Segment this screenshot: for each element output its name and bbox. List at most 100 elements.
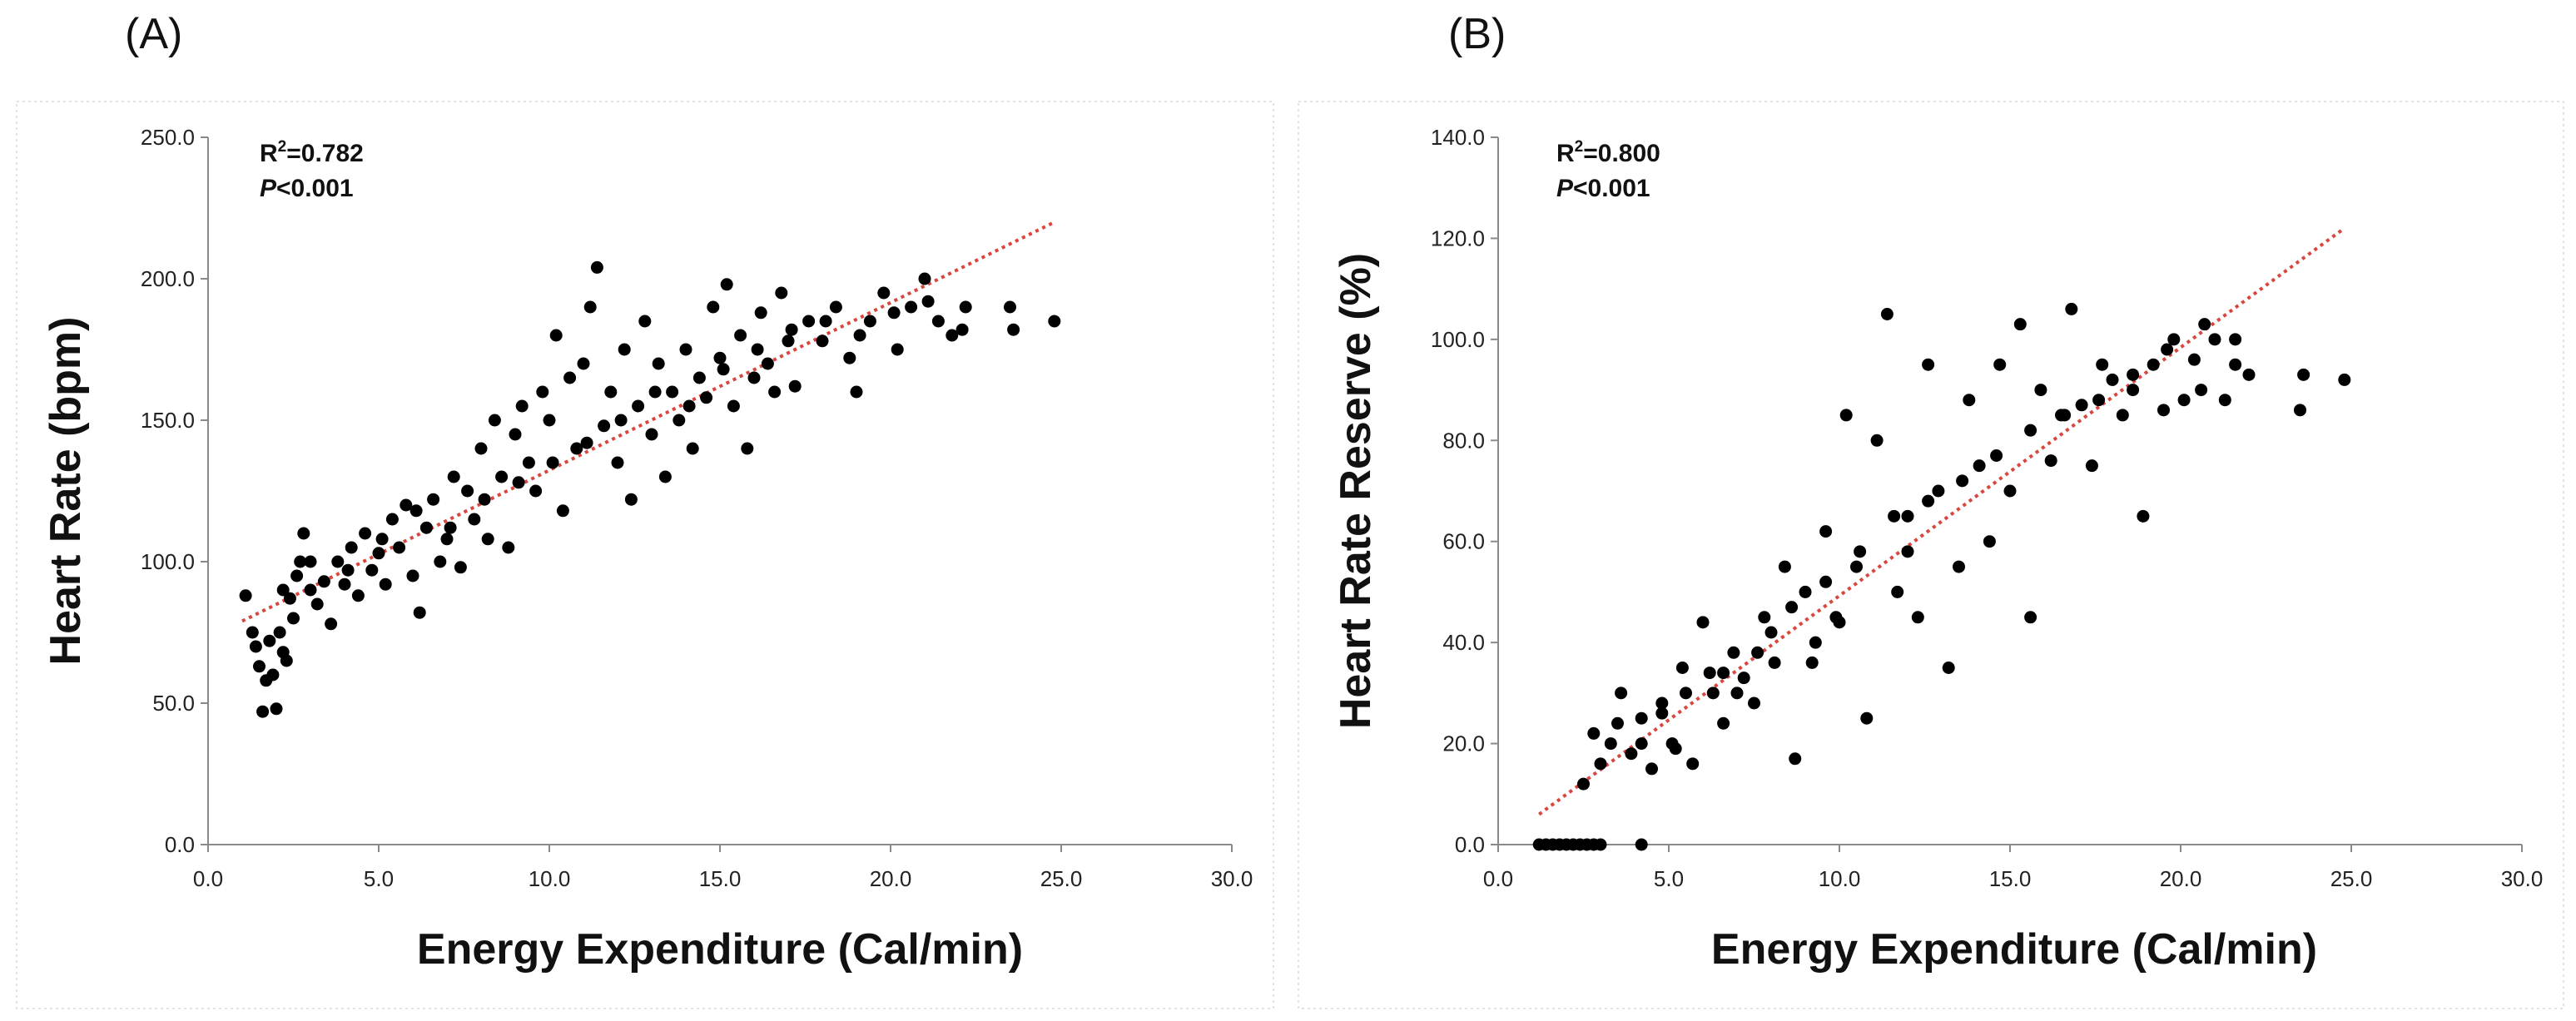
data-point [509,428,522,441]
data-point [802,315,816,328]
data-point [2195,384,2208,397]
data-point [2297,368,2310,381]
data-point [598,419,611,433]
data-point [1956,474,1969,488]
p-letter: P [260,175,277,202]
data-point [905,300,918,314]
data-point [853,329,866,342]
p-value-text: P<0.001 [260,175,354,202]
data-point [1706,686,1720,700]
data-point [819,315,832,328]
data-point [2024,611,2037,624]
data-point [372,547,385,560]
data-point [276,583,290,597]
data-point [1789,752,1802,766]
x-tick-group: 0.0 5.0 10.0 15.0 20.0 25.0 30.0 [1483,845,2543,891]
data-point [1717,716,1730,730]
data-point [583,300,597,314]
x-tick-label: 15.0 [699,866,742,891]
data-points [1532,302,2351,851]
panel-label: (B) [1448,10,1506,58]
data-point [502,541,515,554]
data-point [850,385,863,399]
data-point [2229,333,2242,346]
data-point [1932,484,1945,498]
data-point [2058,409,2072,422]
data-point [652,357,665,370]
data-point [400,498,413,512]
data-point [444,521,457,534]
p-letter: P [1556,175,1574,202]
data-point [1993,358,2007,371]
data-point [304,555,317,568]
data-point [645,428,658,441]
y-tick-label: 0.0 [1455,832,1485,857]
r-squared-text: R2=0.782 [260,138,364,167]
data-point [1675,662,1689,674]
data-point [1983,535,1996,548]
data-point [1922,494,1935,508]
data-point [2127,368,2140,381]
y-tick-group: 0.0 20.0 40.0 60.0 80.0 100.0 120.0 140.0 [1431,125,1498,857]
data-point [1730,686,1744,700]
y-tick-label: 150.0 [141,408,195,433]
data-point [345,541,358,554]
data-point [785,323,798,336]
data-point [529,484,543,498]
data-point [290,569,304,582]
x-tick-label: 25.0 [1040,866,1083,891]
data-point [536,385,549,399]
data-point [1891,585,1904,598]
data-point [563,371,577,384]
data-point [454,561,467,574]
y-tick-label: 100.0 [141,549,195,574]
data-point [775,286,788,300]
data-point [379,577,392,591]
data-point [611,456,624,469]
data-point [427,493,440,506]
data-point [1850,560,1863,573]
x-tick-label: 25.0 [2330,866,2373,891]
data-point [283,592,296,605]
panel-frame [16,101,1274,1009]
data-point [666,385,679,399]
data-point [1785,601,1799,614]
data-point [679,343,692,356]
data-point [2085,459,2098,473]
data-points [239,260,1061,718]
data-point [931,315,945,328]
data-point [2003,484,2017,498]
data-point [474,442,488,455]
data-point [751,343,764,356]
data-point [297,527,310,540]
data-point [440,533,454,546]
data-point [638,315,652,328]
data-point [707,300,720,314]
data-point [488,414,501,427]
data-point [2034,384,2047,397]
panel-label: (A) [125,10,182,58]
y-tick-label: 60.0 [1442,529,1485,554]
r-squared-text: R2=0.800 [1556,138,1660,167]
data-point [1819,525,1833,538]
data-point [1048,315,1061,328]
data-point [1748,696,1760,710]
data-point [1007,323,1020,336]
data-point [2075,399,2088,412]
data-point [478,493,491,506]
data-point [253,660,266,673]
data-point [959,300,972,314]
data-point [468,513,481,526]
data-point [788,379,802,393]
data-point [331,555,345,568]
data-point [747,371,761,384]
data-point [341,563,355,577]
y-tick-group: 0.0 50.0 100.0 150.0 200.0 250.0 [141,125,208,857]
y-tick-label: 40.0 [1442,630,1485,655]
r-squared-value: =0.800 [1583,140,1660,167]
data-point [1764,626,1778,639]
data-point [1594,838,1607,851]
data-point [580,436,593,449]
data-point [1703,667,1716,680]
data-point [829,300,842,314]
